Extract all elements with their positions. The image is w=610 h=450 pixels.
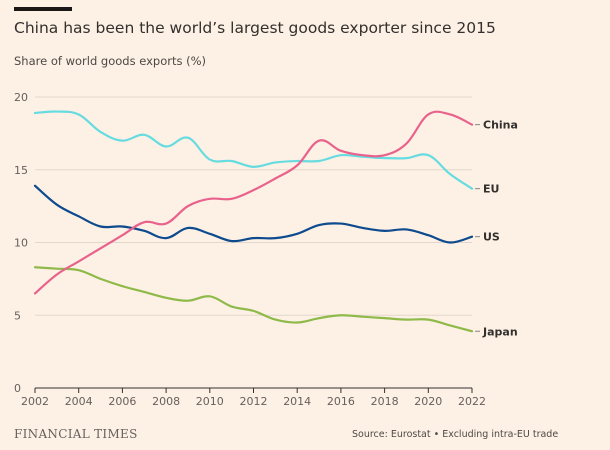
x-tick-label: 2018 [371, 395, 399, 408]
x-tick-label: 2020 [414, 395, 442, 408]
series-label-eu: EU [483, 183, 499, 196]
chart-subtitle: Share of world goods exports (%) [14, 54, 207, 68]
series-lines [33, 110, 474, 333]
y-tick-label: 0 [14, 382, 21, 395]
chart-title: China has been the world’s largest goods… [14, 19, 496, 37]
series-end-labels: China EU US Japan [475, 119, 518, 338]
series-label-china: China [483, 119, 518, 132]
x-tick-label: 2014 [283, 395, 311, 408]
publisher-logo: FINANCIAL TIMES [14, 427, 138, 441]
x-tick-label: 2010 [196, 395, 224, 408]
brand-accent-bar [14, 7, 72, 11]
axes: 0 5 10 15 20 2002 2004 2006 2008 2010 2012 2014 2016… [14, 91, 486, 408]
series-line-japan [33, 266, 474, 333]
x-tick-label: 2008 [152, 395, 180, 408]
x-tick-label: 2004 [65, 395, 93, 408]
series-line-china [33, 110, 474, 295]
x-tick-label: 2012 [240, 395, 268, 408]
y-tick-label: 10 [14, 237, 28, 250]
series-label-us: US [483, 231, 500, 244]
series-label-japan: Japan [482, 325, 518, 338]
y-tick-label: 15 [14, 164, 28, 177]
gridlines [35, 96, 472, 316]
x-tick-label: 2016 [327, 395, 355, 408]
x-tick-label: 2006 [108, 395, 136, 408]
series-line-us [33, 184, 474, 244]
x-tick-label: 2002 [21, 395, 49, 408]
y-tick-label: 5 [14, 309, 21, 322]
source-note: Source: Eurostat • Excluding intra-EU tr… [352, 429, 559, 440]
x-tick-label: 2022 [458, 395, 486, 408]
y-tick-label: 20 [14, 91, 28, 104]
series-line-eu [33, 110, 474, 190]
